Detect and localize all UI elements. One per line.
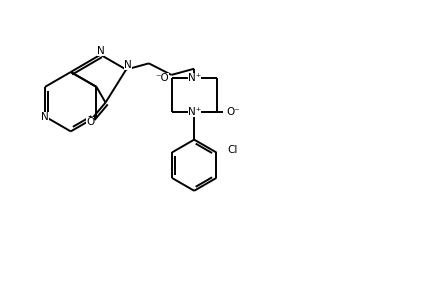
Text: O: O: [86, 117, 95, 127]
Text: ⁻O: ⁻O: [155, 73, 169, 83]
Text: Cl: Cl: [228, 145, 238, 155]
Text: N: N: [41, 112, 49, 122]
Text: O⁻: O⁻: [227, 107, 240, 117]
Text: N: N: [97, 46, 104, 57]
Text: N⁺: N⁺: [187, 73, 201, 83]
Text: N⁺: N⁺: [187, 107, 201, 117]
Text: N: N: [124, 60, 132, 70]
